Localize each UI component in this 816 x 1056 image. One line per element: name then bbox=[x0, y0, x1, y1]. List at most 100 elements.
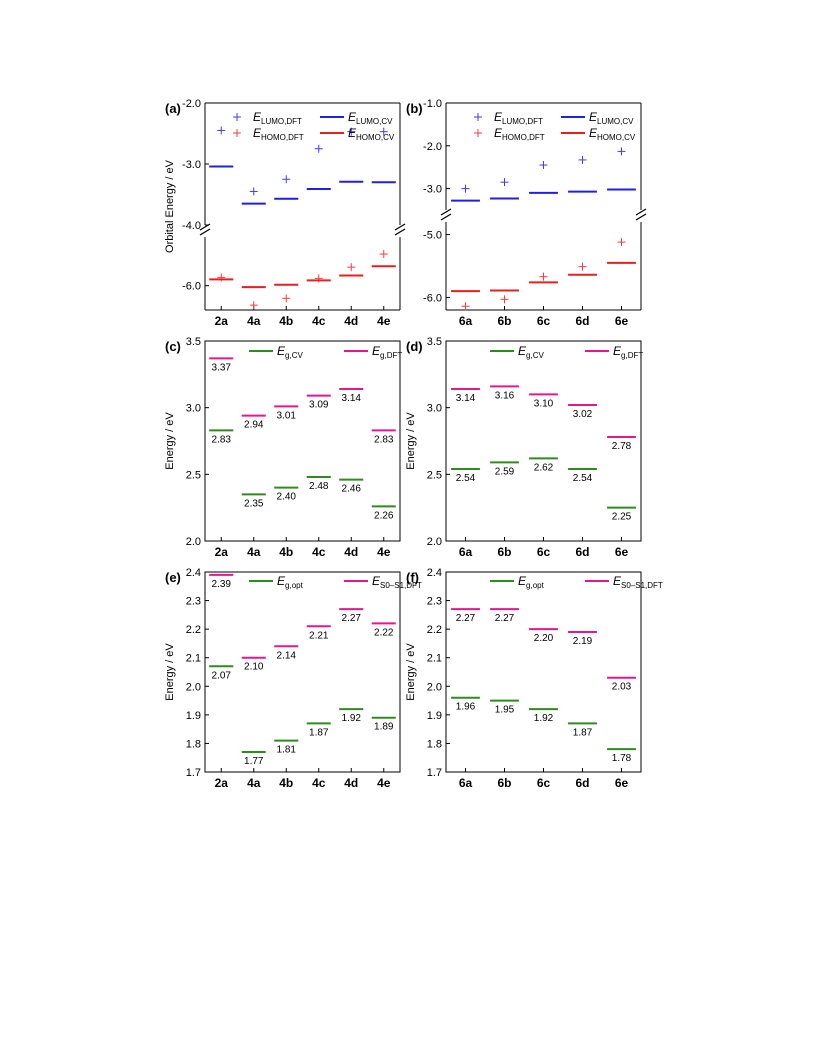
axis-break-mark bbox=[635, 208, 647, 216]
axis-break-mark bbox=[394, 223, 406, 231]
x-tick-label: 6b bbox=[497, 314, 511, 328]
data-label: 1.78 bbox=[612, 753, 632, 764]
y-tick-label: 2.0 bbox=[427, 681, 442, 693]
data-label: 3.16 bbox=[495, 390, 515, 401]
data-label: 3.09 bbox=[309, 400, 329, 411]
legend-label: EHOMO,DFT bbox=[494, 126, 545, 142]
x-tick-label: 6d bbox=[575, 314, 589, 328]
y-tick-label: -3.0 bbox=[423, 184, 442, 196]
y-tick-label: -2.0 bbox=[182, 98, 201, 110]
y-tick-label: 2.0 bbox=[186, 536, 201, 548]
legend-label: Eg,DFT bbox=[613, 344, 643, 360]
y-tick-label: -4.0 bbox=[182, 220, 201, 232]
legend-entry: Eg,CV bbox=[490, 344, 544, 360]
x-tick-label: 2a bbox=[215, 545, 229, 559]
y-tick-label: 2.5 bbox=[427, 469, 442, 481]
legend-entry: EHOMO,DFT bbox=[474, 126, 545, 142]
legend-label: ES0–S1,DFT bbox=[613, 574, 663, 590]
data-label: 1.92 bbox=[534, 713, 554, 724]
data-label: 2.27 bbox=[342, 613, 362, 624]
data-label: 1.87 bbox=[573, 727, 593, 738]
legend-label: Eg,CV bbox=[518, 344, 544, 360]
panel-b: -1.0 -2.0 -3.0 -5.0 -6.0 6a 6b 6c 6d 6e (b) ELUMO,D… bbox=[406, 98, 647, 328]
x-tick-label: 4e bbox=[377, 314, 391, 328]
x-tick-label: 6a bbox=[459, 776, 473, 790]
x-tick-label: 6d bbox=[575, 776, 589, 790]
panel-label: (d) bbox=[406, 339, 423, 354]
data-label: 3.10 bbox=[534, 398, 554, 409]
data-label: 2.27 bbox=[495, 613, 515, 624]
panel-c: 2.0 2.5 3.0 3.5 2a 4a 4b 4c 4d 4e (c) Energy / eV 2.… bbox=[164, 336, 402, 559]
y-axis-label: Energy / eV bbox=[164, 643, 176, 701]
y-tick-label: 3.5 bbox=[186, 336, 201, 348]
data-label: 2.20 bbox=[534, 633, 554, 644]
y-tick-label: 2.4 bbox=[427, 567, 442, 579]
y-tick-label: -6.0 bbox=[182, 281, 201, 293]
legend-entry: EHOMO,CV bbox=[561, 126, 636, 142]
y-tick-label: 1.9 bbox=[186, 710, 201, 722]
legend-entry: Eg,opt bbox=[490, 574, 545, 590]
data-label: 2.54 bbox=[573, 473, 593, 484]
legend-label: ES0–S1,DFT bbox=[372, 574, 422, 590]
y-tick-label: 1.8 bbox=[427, 738, 442, 750]
y-tick-label: 2.0 bbox=[427, 536, 442, 548]
legend-label: ELUMO,DFT bbox=[494, 110, 543, 126]
x-tick-label: 6e bbox=[615, 545, 629, 559]
y-tick-label: 2.1 bbox=[186, 653, 201, 665]
y-tick-label: 1.9 bbox=[427, 710, 442, 722]
data-label: 3.37 bbox=[212, 362, 232, 373]
legend-label: EHOMO,CV bbox=[589, 126, 636, 142]
panel-label: (a) bbox=[165, 101, 181, 116]
data-label: 2.35 bbox=[244, 498, 264, 509]
data-label: 3.02 bbox=[573, 409, 593, 420]
legend-entry: ELUMO,CV bbox=[320, 110, 393, 126]
x-tick-label: 4c bbox=[312, 314, 326, 328]
x-tick-label: 4a bbox=[247, 545, 261, 559]
data-label: 2.48 bbox=[309, 481, 329, 492]
data-label: 2.62 bbox=[534, 462, 554, 473]
x-tick-label: 6c bbox=[537, 776, 551, 790]
legend-entry: ES0–S1,DFT bbox=[344, 574, 422, 590]
data-label: 2.07 bbox=[212, 670, 232, 681]
data-label: 2.26 bbox=[374, 510, 394, 521]
panel-label: (e) bbox=[165, 570, 181, 585]
data-label: 1.95 bbox=[495, 705, 515, 716]
y-axis-label: Energy / eV bbox=[405, 412, 417, 470]
legend-label: EHOMO,DFT bbox=[253, 126, 304, 142]
x-tick-label: 4d bbox=[344, 545, 358, 559]
y-tick-label: 2.1 bbox=[427, 653, 442, 665]
legend-entry: Eg,DFT bbox=[585, 344, 643, 360]
y-axis-label: Energy / eV bbox=[164, 412, 176, 470]
y-tick-label: 3.0 bbox=[427, 403, 442, 415]
plot-frame bbox=[204, 571, 401, 773]
x-tick-label: 4c bbox=[312, 776, 326, 790]
y-tick-label: -6.0 bbox=[423, 292, 442, 304]
y-tick-label: 2.3 bbox=[186, 596, 201, 608]
legend-entry: ES0–S1,DFT bbox=[585, 574, 663, 590]
y-axis-label: Energy / eV bbox=[405, 643, 417, 701]
data-label: 3.14 bbox=[456, 393, 476, 404]
data-label: 2.94 bbox=[244, 420, 264, 431]
data-label: 2.83 bbox=[374, 434, 394, 445]
data-label: 2.83 bbox=[212, 434, 232, 445]
y-tick-label: 2.4 bbox=[186, 567, 201, 579]
panel-label: (f) bbox=[406, 570, 419, 585]
legend-label: Eg,opt bbox=[518, 574, 545, 590]
legend-entry: Eg,DFT bbox=[344, 344, 402, 360]
legend-label: EHOMO,CV bbox=[348, 126, 395, 142]
x-tick-label: 4e bbox=[377, 776, 391, 790]
legend-label: ELUMO,CV bbox=[589, 110, 634, 126]
legend-label: Eg,DFT bbox=[372, 344, 402, 360]
data-label: 2.54 bbox=[456, 473, 476, 484]
data-label: 2.03 bbox=[612, 682, 632, 693]
x-tick-label: 4a bbox=[247, 776, 261, 790]
legend-entry: Eg,opt bbox=[249, 574, 304, 590]
legend-entry: EHOMO,CV bbox=[320, 126, 395, 142]
y-tick-label: 3.5 bbox=[427, 336, 442, 348]
data-label: 2.40 bbox=[277, 492, 297, 503]
y-tick-label: 3.0 bbox=[186, 403, 201, 415]
axis-break-mark bbox=[394, 228, 406, 236]
data-label: 3.01 bbox=[277, 410, 297, 421]
x-tick-label: 6c bbox=[537, 545, 551, 559]
